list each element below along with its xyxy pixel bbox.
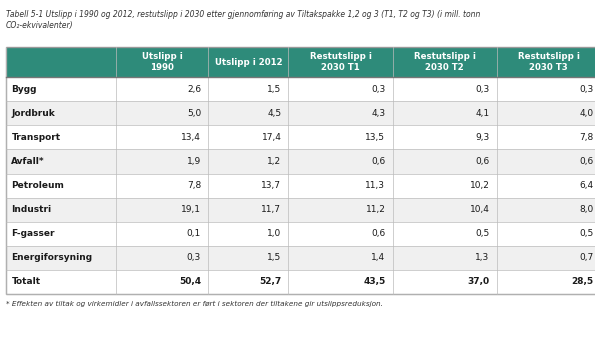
Text: Jordbruk: Jordbruk: [11, 109, 55, 118]
Text: 17,4: 17,4: [261, 133, 281, 142]
Text: 4,1: 4,1: [476, 109, 489, 118]
Text: Totalt: Totalt: [11, 277, 41, 286]
Text: 8,0: 8,0: [580, 205, 594, 214]
Text: Energiforsyning: Energiforsyning: [11, 253, 93, 262]
Text: 1,2: 1,2: [267, 157, 281, 166]
Text: 0,6: 0,6: [371, 229, 385, 238]
Text: 1,9: 1,9: [187, 157, 201, 166]
Text: 0,6: 0,6: [580, 157, 594, 166]
Text: 13,7: 13,7: [261, 181, 281, 190]
Text: 11,7: 11,7: [261, 205, 281, 214]
Bar: [6, 174, 601, 198]
Text: 43,5: 43,5: [363, 277, 385, 286]
Text: 0,7: 0,7: [580, 253, 594, 262]
Text: 0,3: 0,3: [187, 253, 201, 262]
Text: 7,8: 7,8: [580, 133, 594, 142]
Text: 28,5: 28,5: [572, 277, 594, 286]
Text: 6,4: 6,4: [580, 181, 594, 190]
Text: 1,0: 1,0: [267, 229, 281, 238]
Text: 5,0: 5,0: [187, 109, 201, 118]
Text: 1,5: 1,5: [267, 253, 281, 262]
Text: 0,6: 0,6: [476, 157, 489, 166]
Text: Bygg: Bygg: [11, 85, 37, 94]
Text: 0,5: 0,5: [580, 229, 594, 238]
Text: Petroleum: Petroleum: [11, 181, 64, 190]
Text: Restutslipp i
2030 T2: Restutslipp i 2030 T2: [414, 52, 476, 73]
Text: Industri: Industri: [11, 205, 51, 214]
Text: 0,5: 0,5: [476, 229, 489, 238]
Text: 10,2: 10,2: [469, 181, 489, 190]
Text: 1,5: 1,5: [267, 85, 281, 94]
Text: Restutslipp i
2030 T1: Restutslipp i 2030 T1: [310, 52, 371, 73]
Text: 0,1: 0,1: [187, 229, 201, 238]
Text: 50,4: 50,4: [179, 277, 201, 286]
Text: Tabell 5-1 Utslipp i 1990 og 2012, restutslipp i 2030 etter gjennomføring av Til: Tabell 5-1 Utslipp i 1990 og 2012, restu…: [6, 10, 480, 29]
Bar: [6, 246, 601, 270]
Text: 0,6: 0,6: [371, 157, 385, 166]
Bar: [6, 77, 601, 101]
Text: 4,3: 4,3: [371, 109, 385, 118]
Text: 1,3: 1,3: [476, 253, 489, 262]
Text: F-gasser: F-gasser: [11, 229, 55, 238]
Text: 52,7: 52,7: [259, 277, 281, 286]
Text: 0,3: 0,3: [371, 85, 385, 94]
Text: * Effekten av tiltak og virkemidler i avfallssektoren er ført i sektoren der til: * Effekten av tiltak og virkemidler i av…: [6, 301, 383, 307]
Text: 13,5: 13,5: [365, 133, 385, 142]
Text: Transport: Transport: [11, 133, 60, 142]
Text: 4,5: 4,5: [267, 109, 281, 118]
Bar: [6, 222, 601, 246]
Bar: [6, 270, 601, 294]
Bar: [6, 149, 601, 174]
Bar: [6, 101, 601, 125]
Text: Restutslipp i
2030 T3: Restutslipp i 2030 T3: [518, 52, 580, 73]
Text: 4,0: 4,0: [580, 109, 594, 118]
Text: 2,6: 2,6: [187, 85, 201, 94]
Text: 1,4: 1,4: [371, 253, 385, 262]
Bar: [6, 47, 601, 77]
Text: Utslipp i
1990: Utslipp i 1990: [142, 52, 183, 73]
Text: 0,3: 0,3: [476, 85, 489, 94]
Text: 11,2: 11,2: [365, 205, 385, 214]
Text: 13,4: 13,4: [181, 133, 201, 142]
Text: 9,3: 9,3: [476, 133, 489, 142]
Text: 7,8: 7,8: [187, 181, 201, 190]
Text: 11,3: 11,3: [365, 181, 385, 190]
Text: Avfall*: Avfall*: [11, 157, 45, 166]
Bar: [6, 198, 601, 222]
Bar: [6, 125, 601, 149]
Text: 19,1: 19,1: [181, 205, 201, 214]
Text: 37,0: 37,0: [468, 277, 489, 286]
Text: 10,4: 10,4: [469, 205, 489, 214]
Text: Utslipp i 2012: Utslipp i 2012: [215, 58, 282, 67]
Text: 0,3: 0,3: [580, 85, 594, 94]
Bar: [6, 47, 601, 294]
